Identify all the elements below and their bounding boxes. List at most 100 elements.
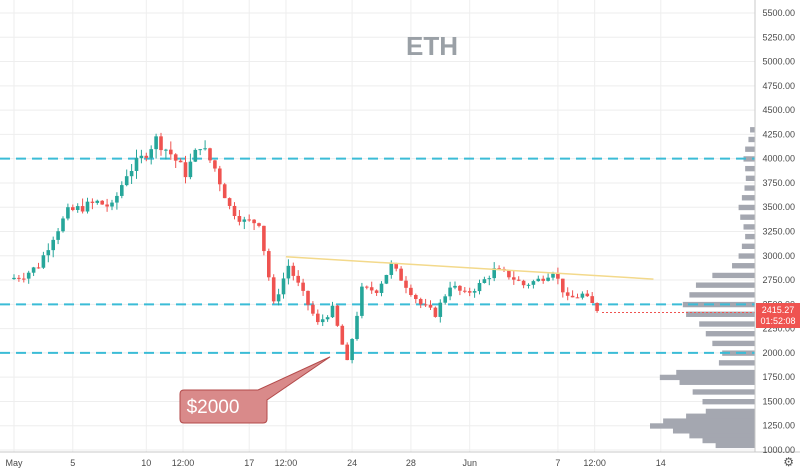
volume-profile-bar (743, 156, 755, 162)
candle-body (409, 287, 413, 295)
candle-body (330, 305, 335, 318)
candle-body (355, 315, 359, 340)
bar-countdown: 01:52:08 (760, 316, 795, 326)
candle-body (222, 184, 227, 199)
candle-body (365, 286, 369, 288)
candle-body (433, 307, 438, 317)
candle-body (213, 160, 217, 169)
candle-body (399, 268, 403, 281)
y-tick-label: 1250.00 (762, 421, 795, 431)
candle-body (414, 294, 418, 300)
volume-profile-bar (738, 204, 755, 211)
y-tick-label: 4500.00 (762, 105, 795, 115)
x-tick-label: 17 (244, 458, 254, 468)
candle-body (105, 204, 109, 207)
volume-profile-bar (705, 331, 755, 337)
candle-body (232, 205, 237, 217)
volume-profile-bar (692, 389, 755, 395)
y-tick-label: 5000.00 (762, 57, 795, 67)
candle-body (404, 280, 408, 288)
volume-profile-bar (686, 413, 755, 419)
candle-body (134, 158, 139, 171)
candle-body (541, 278, 545, 281)
x-tick-label: 5 (70, 458, 75, 468)
candle-body (531, 281, 536, 285)
candle-body (369, 287, 374, 291)
candle-body (423, 304, 428, 306)
candle-body (276, 294, 281, 302)
time-axis[interactable]: May 5 10 12:00 17 12:00 24 28 Jun 7 12:00 14 (5, 458, 665, 468)
candle-body (75, 206, 80, 210)
volume-profile-bar (702, 399, 755, 405)
candle-body (472, 291, 477, 293)
volume-profile-bar (682, 301, 755, 308)
candle-body (31, 267, 36, 273)
volume-profile-bar (745, 175, 755, 182)
candle-body (467, 291, 472, 293)
candle-body (124, 176, 129, 186)
x-tick-label: 14 (656, 458, 666, 468)
candle-body (521, 280, 526, 286)
y-tick-label: 3250.00 (762, 227, 795, 237)
candle-body (316, 313, 320, 323)
last-price-value: 2415.27 (762, 305, 795, 315)
y-tick-label: 4000.00 (762, 154, 795, 164)
candle-body (311, 304, 315, 314)
candle-body (71, 207, 75, 210)
candle-body (208, 148, 212, 161)
candle-body (17, 277, 21, 279)
y-tick-label: 2250.00 (762, 324, 795, 334)
candle-body (100, 200, 104, 205)
y-tick-label: 5500.00 (762, 8, 795, 18)
y-tick-label: 4250.00 (762, 129, 795, 139)
price-axis[interactable]: 1000.00 1250.00 1500.00 1750.00 2000.00 2250.… (762, 8, 795, 455)
volume-profile-bar (750, 127, 755, 133)
callout-annotation[interactable]: $2000 (179, 356, 331, 424)
candle-body (448, 287, 452, 297)
last-price-tag: 2415.27 01:52:08 (756, 303, 800, 328)
candle-body (477, 282, 482, 292)
y-tick-label: 4750.00 (762, 81, 795, 91)
candle-body (595, 303, 599, 312)
volume-profile-bar (745, 233, 755, 240)
candle-body (394, 263, 398, 269)
gear-icon[interactable]: ⚙ (783, 455, 794, 469)
candle-body (585, 293, 590, 297)
volume-profile-bar (659, 374, 755, 381)
candle-body (320, 319, 325, 323)
candle-body (281, 278, 286, 295)
volume-profile-bar (740, 214, 755, 220)
x-tick-label: 12:00 (583, 458, 606, 468)
candle-body (193, 149, 198, 162)
volume-profile-bar (702, 437, 755, 444)
volume-profile-bar (738, 253, 755, 259)
candle-body (291, 265, 296, 276)
y-tick-label: 3750.00 (762, 178, 795, 188)
candle-body (384, 274, 389, 284)
y-tick-label: 2750.00 (762, 275, 795, 285)
volume-profile-bar (741, 195, 755, 201)
candle-body (379, 283, 384, 293)
candle-body (144, 155, 149, 158)
grid (0, 0, 755, 452)
candle-body (458, 285, 462, 291)
candle-body (12, 277, 16, 280)
x-tick-label: 24 (347, 458, 357, 468)
volume-profile-bar (699, 321, 755, 327)
candle-body (257, 223, 261, 226)
candle-body (546, 277, 550, 281)
x-tick-label: 7 (555, 458, 560, 468)
candle-body (262, 225, 266, 252)
volume-profile-bar (745, 146, 755, 152)
volume-profile-bar (672, 428, 755, 434)
candle-body (536, 278, 541, 282)
y-tick-label: 1000.00 (762, 445, 795, 455)
candle-body (360, 286, 364, 316)
candle-body (169, 149, 173, 155)
candle-body (159, 136, 163, 151)
candle-body (335, 305, 340, 326)
y-tick-label: 3500.00 (762, 202, 795, 212)
candle-body (66, 207, 70, 219)
candle-body (453, 285, 457, 288)
candle-body (110, 202, 114, 207)
